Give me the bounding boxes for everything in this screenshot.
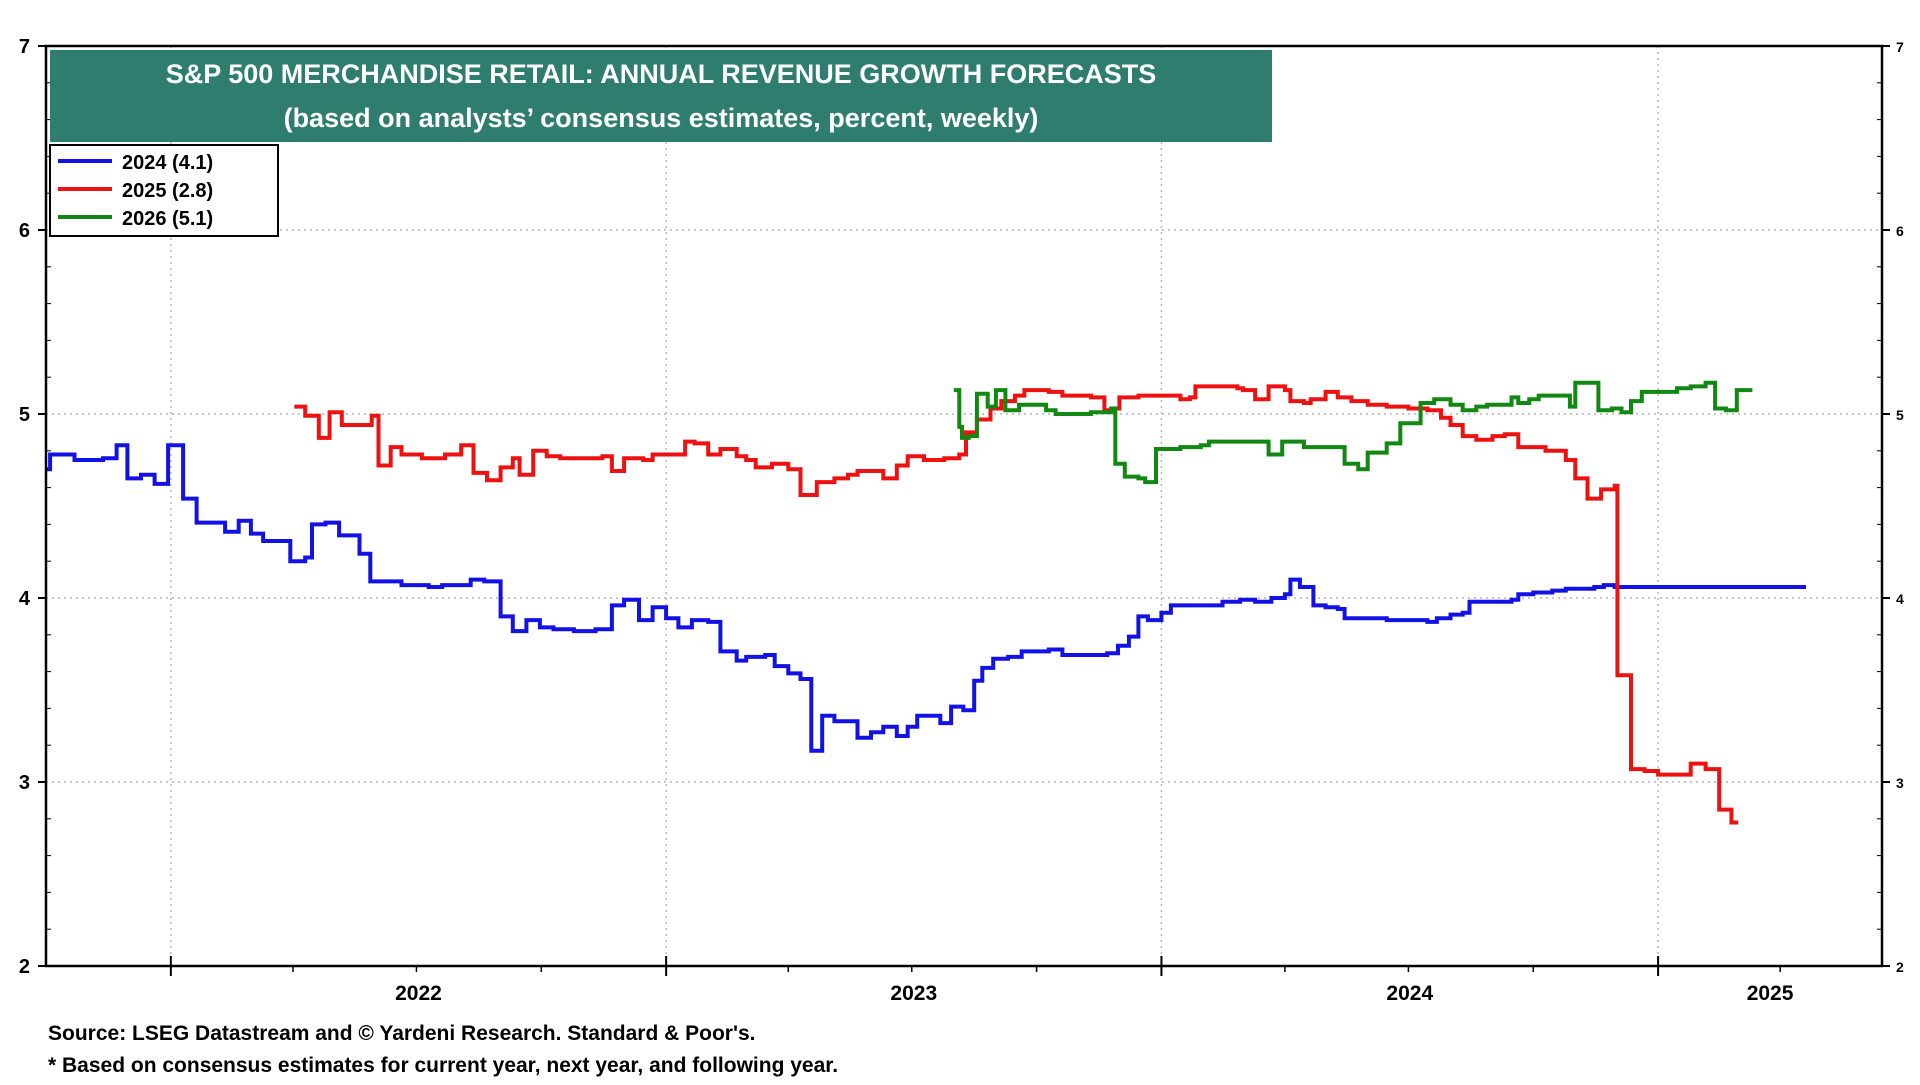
- x-tick-label: 2024: [1386, 982, 1433, 1005]
- y-tick-label-right: 4: [1896, 591, 1904, 607]
- y-tick-label-left: 2: [19, 956, 30, 978]
- chart-subtitle: (based on analysts’ consensus estimates,…: [284, 103, 1039, 133]
- source-note: Source: LSEG Datastream and © Yardeni Re…: [48, 1022, 755, 1045]
- x-tick-label: 2023: [890, 982, 937, 1005]
- y-tick-label-right: 5: [1896, 407, 1904, 423]
- y-tick-label-left: 7: [19, 36, 30, 58]
- gridlines: [46, 46, 1882, 966]
- y-tick-label-right: 2: [1896, 959, 1904, 975]
- axes: 2 2 3 3 4 4 5 5 6 6 7 7 2022 2023 2024 2025: [19, 36, 1904, 1005]
- series-line-2026: [953, 380, 1753, 485]
- x-tick-label: 2022: [395, 982, 442, 1005]
- footnote: * Based on consensus estimates for curre…: [48, 1054, 838, 1077]
- legend-label-2024: 2024 (4.1): [122, 152, 213, 174]
- title-background: [50, 50, 1272, 142]
- y-tick-label-right: 7: [1896, 39, 1904, 55]
- y-tick-label-right: 3: [1896, 775, 1904, 791]
- title-box: S&P 500 MERCHANDISE RETAIL: ANNUAL REVEN…: [50, 50, 1272, 142]
- y-tick-label-right: 6: [1896, 223, 1904, 239]
- series-line-2024: [46, 443, 1806, 753]
- chart-title: S&P 500 MERCHANDISE RETAIL: ANNUAL REVEN…: [166, 59, 1157, 89]
- y-tick-label-left: 3: [19, 772, 30, 794]
- y-tick-label-left: 5: [19, 404, 30, 426]
- legend-label-2025: 2025 (2.8): [122, 180, 213, 202]
- y-tick-label-left: 6: [19, 220, 30, 242]
- x-tick-label: 2025: [1747, 982, 1794, 1005]
- plot-frame: [44, 44, 1884, 968]
- series-lines: [46, 380, 1806, 825]
- legend-label-2026: 2026 (5.1): [122, 208, 213, 230]
- series-line-2025: [294, 384, 1739, 825]
- legend: 2024 (4.1) 2025 (2.8) 2026 (5.1): [49, 144, 279, 237]
- y-tick-label-left: 4: [19, 588, 31, 610]
